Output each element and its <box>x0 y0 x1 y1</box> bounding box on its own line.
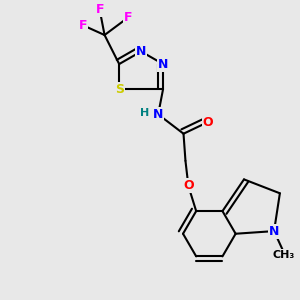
Text: F: F <box>95 3 104 16</box>
Text: H: H <box>140 108 149 118</box>
Text: F: F <box>124 11 132 24</box>
Text: N: N <box>269 225 279 238</box>
Text: F: F <box>79 19 87 32</box>
Text: S: S <box>115 83 124 96</box>
Text: O: O <box>202 116 213 129</box>
Text: N: N <box>153 108 164 121</box>
Text: O: O <box>183 179 194 193</box>
Text: N: N <box>136 45 146 58</box>
Text: N: N <box>158 58 168 70</box>
Text: CH₃: CH₃ <box>273 250 295 260</box>
